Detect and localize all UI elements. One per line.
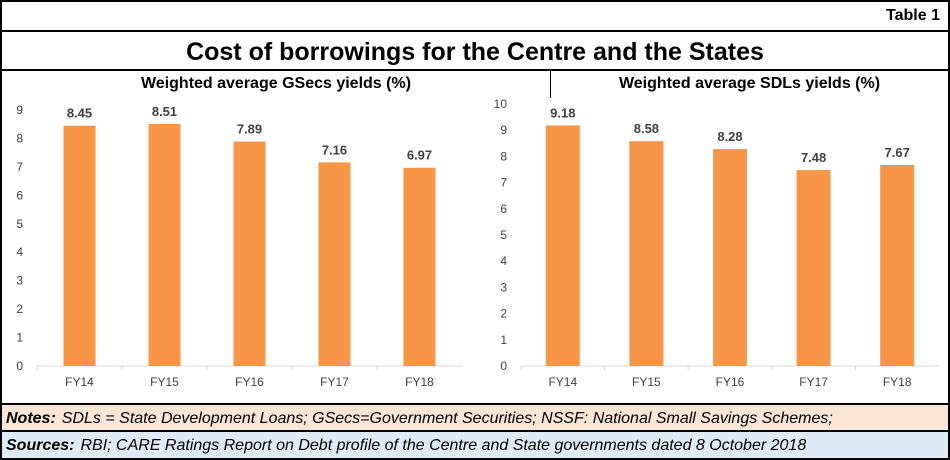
- y-tick-label: 2: [16, 302, 23, 316]
- data-label: 7.48: [801, 150, 826, 165]
- bar-fy18: [880, 165, 915, 366]
- y-tick-label: 7: [500, 176, 507, 190]
- y-tick-label: 7: [16, 160, 23, 174]
- notes-row: Notes: SDLs = State Development Loans; GS…: [2, 405, 948, 432]
- data-label: 8.58: [634, 121, 659, 136]
- x-tick-label: FY14: [65, 375, 94, 389]
- notes-divider: [2, 430, 948, 432]
- y-tick-label: 8: [16, 131, 23, 145]
- y-tick-label: 9: [500, 123, 507, 137]
- bar-fy15: [148, 123, 181, 366]
- bar-fy15: [629, 141, 664, 366]
- y-tick-label: 6: [500, 202, 507, 216]
- bar-fy16: [233, 141, 266, 366]
- x-tick-label: FY16: [235, 375, 264, 389]
- y-tick-label: 4: [16, 245, 23, 259]
- bar-fy16: [713, 149, 747, 366]
- y-tick-label: 8: [500, 149, 507, 163]
- sources-text: RBI; CARE Ratings Report on Debt profile…: [80, 437, 807, 454]
- notes-text: SDLs = State Development Loans; GSecs=Go…: [61, 410, 833, 427]
- gsecs-bar-chart: 0 1 2 3 4 5 6 7 8 9 8.45 FY14 8.51 FY15 7.89 FY16 7.16 FY…: [2, 96, 472, 402]
- footer-divider: [2, 403, 948, 405]
- sources-label: Sources:: [6, 437, 75, 454]
- gsecs-chart-svg: 0 1 2 3 4 5 6 7 8 9 8.45 FY14 8.51 FY15 7.89 FY16 7.16 FY…: [16, 103, 462, 389]
- y-tick-label: 3: [16, 274, 23, 288]
- sdls-bar-chart: 0 1 2 3 4 5 6 7 8 9 10 9.18 FY14 8.58 FY15 8.28 FY16 7.48…: [477, 96, 948, 402]
- y-tick-label: 9: [16, 103, 23, 117]
- y-tick-label: 5: [500, 228, 507, 242]
- data-label: 7.89: [237, 122, 262, 137]
- y-tick-label: 0: [16, 359, 23, 373]
- y-tick-label: 3: [500, 280, 507, 294]
- data-label: 8.51: [152, 104, 177, 119]
- y-tick-label: 2: [500, 307, 507, 321]
- title-divider: [2, 69, 948, 71]
- x-tick-label: FY16: [716, 375, 745, 389]
- table-number-label: Table 1: [886, 7, 940, 24]
- data-label: 8.28: [717, 129, 742, 144]
- x-tick-label: FY15: [632, 375, 661, 389]
- bar-fy14: [63, 125, 96, 366]
- data-label: 7.16: [322, 142, 347, 157]
- bar-fy14: [545, 125, 580, 366]
- page-title: Cost of borrowings for the Centre and th…: [186, 38, 764, 66]
- y-tick-label: 4: [500, 254, 507, 268]
- bar-fy17: [318, 162, 351, 366]
- gsecs-chart-title: Weighted average GSecs yields (%): [140, 75, 412, 92]
- subtitle-divider: [550, 71, 551, 98]
- data-label: 7.67: [885, 145, 910, 160]
- sources-row: Sources: RBI; CARE Ratings Report on Debt…: [2, 432, 948, 458]
- y-tick-label: 5: [16, 217, 23, 231]
- x-tick-label: FY17: [320, 375, 349, 389]
- data-label: 8.45: [67, 106, 92, 121]
- x-tick-label: FY14: [548, 375, 577, 389]
- y-tick-label: 10: [494, 97, 508, 111]
- y-tick-label: 6: [16, 188, 23, 202]
- sdls-chart-svg: 0 1 2 3 4 5 6 7 8 9 10 9.18 FY14 8.58 FY15 8.28 FY16 7.48…: [494, 97, 939, 389]
- notes-label: Notes:: [6, 410, 56, 427]
- x-tick-label: FY17: [799, 375, 828, 389]
- header-divider: [2, 30, 948, 32]
- data-label: 6.97: [407, 148, 432, 163]
- y-tick-label: 0: [500, 359, 507, 373]
- data-label: 9.18: [550, 105, 575, 120]
- x-tick-label: FY18: [405, 375, 434, 389]
- x-tick-label: FY15: [150, 375, 179, 389]
- y-tick-label: 1: [500, 333, 507, 347]
- bar-fy17: [796, 170, 831, 366]
- bar-fy18: [403, 167, 436, 366]
- y-tick-label: 1: [16, 331, 23, 345]
- sdls-chart-title: Weighted average SDLs yields (%): [618, 75, 881, 92]
- x-tick-label: FY18: [883, 375, 912, 389]
